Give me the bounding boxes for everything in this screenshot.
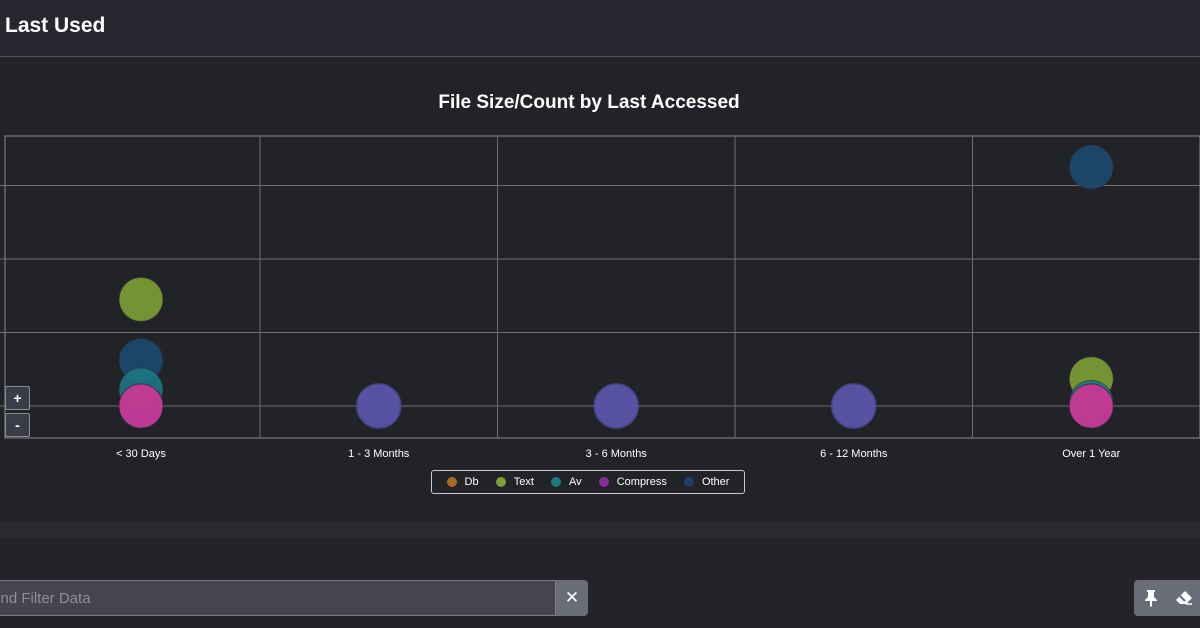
bubble-point — [356, 383, 402, 429]
page-title: Last Used — [5, 14, 106, 37]
legend-item-other[interactable]: Other — [683, 476, 730, 488]
x-tick-label: Over 1 Year — [1062, 448, 1120, 460]
toolbar — [1134, 580, 1200, 616]
x-tick-label: 3 - 6 Months — [586, 448, 648, 460]
chart-panel-footer — [0, 522, 1200, 538]
bubble-point-text — [118, 276, 164, 322]
bubble-point-compress — [118, 383, 164, 429]
legend-swatch-compress — [598, 477, 609, 487]
pin-button[interactable] — [1134, 580, 1167, 616]
legend-label-text: Text — [513, 476, 534, 488]
legend-swatch-av — [550, 477, 561, 487]
zoom-out-button[interactable]: - — [5, 413, 30, 437]
zoom-in-button[interactable]: + — [5, 386, 30, 410]
legend-item-compress[interactable]: Compress — [598, 476, 667, 488]
plot-area — [4, 135, 1200, 439]
bubble-point-other — [1068, 144, 1114, 190]
clear-filter-button[interactable]: ✕ — [556, 580, 588, 616]
legend-swatch-text — [495, 477, 506, 487]
page-header: Last Used — [0, 0, 1200, 57]
legend-item-av[interactable]: Av — [550, 476, 582, 488]
legend-label-db: Db — [464, 476, 479, 488]
chart-title: File Size/Count by Last Accessed — [438, 92, 740, 113]
legend-label-compress: Compress — [616, 476, 667, 488]
bubble-point — [831, 383, 877, 429]
pin-icon — [1144, 590, 1157, 607]
legend-label-av: Av — [568, 476, 582, 488]
filter-field — [0, 580, 556, 616]
x-tick-label: < 30 Days — [116, 448, 166, 460]
bubble-point-compress — [1068, 383, 1114, 429]
eraser-button[interactable] — [1167, 580, 1200, 616]
legend-item-text[interactable]: Text — [495, 476, 534, 488]
x-tick-label: 1 - 3 Months — [348, 448, 410, 460]
close-icon: ✕ — [564, 588, 580, 607]
x-tick-label: 6 - 12 Months — [820, 448, 888, 460]
chart-legend: Db Text Av Compress Other — [431, 470, 745, 494]
eraser-icon — [1175, 591, 1192, 605]
filter-input[interactable] — [0, 581, 555, 615]
legend-swatch-db — [446, 477, 457, 487]
bubble-point — [593, 383, 639, 429]
chart-panel — [0, 72, 1200, 524]
legend-label-other: Other — [701, 476, 730, 488]
legend-item-db[interactable]: Db — [446, 476, 479, 488]
legend-swatch-other — [683, 477, 694, 487]
